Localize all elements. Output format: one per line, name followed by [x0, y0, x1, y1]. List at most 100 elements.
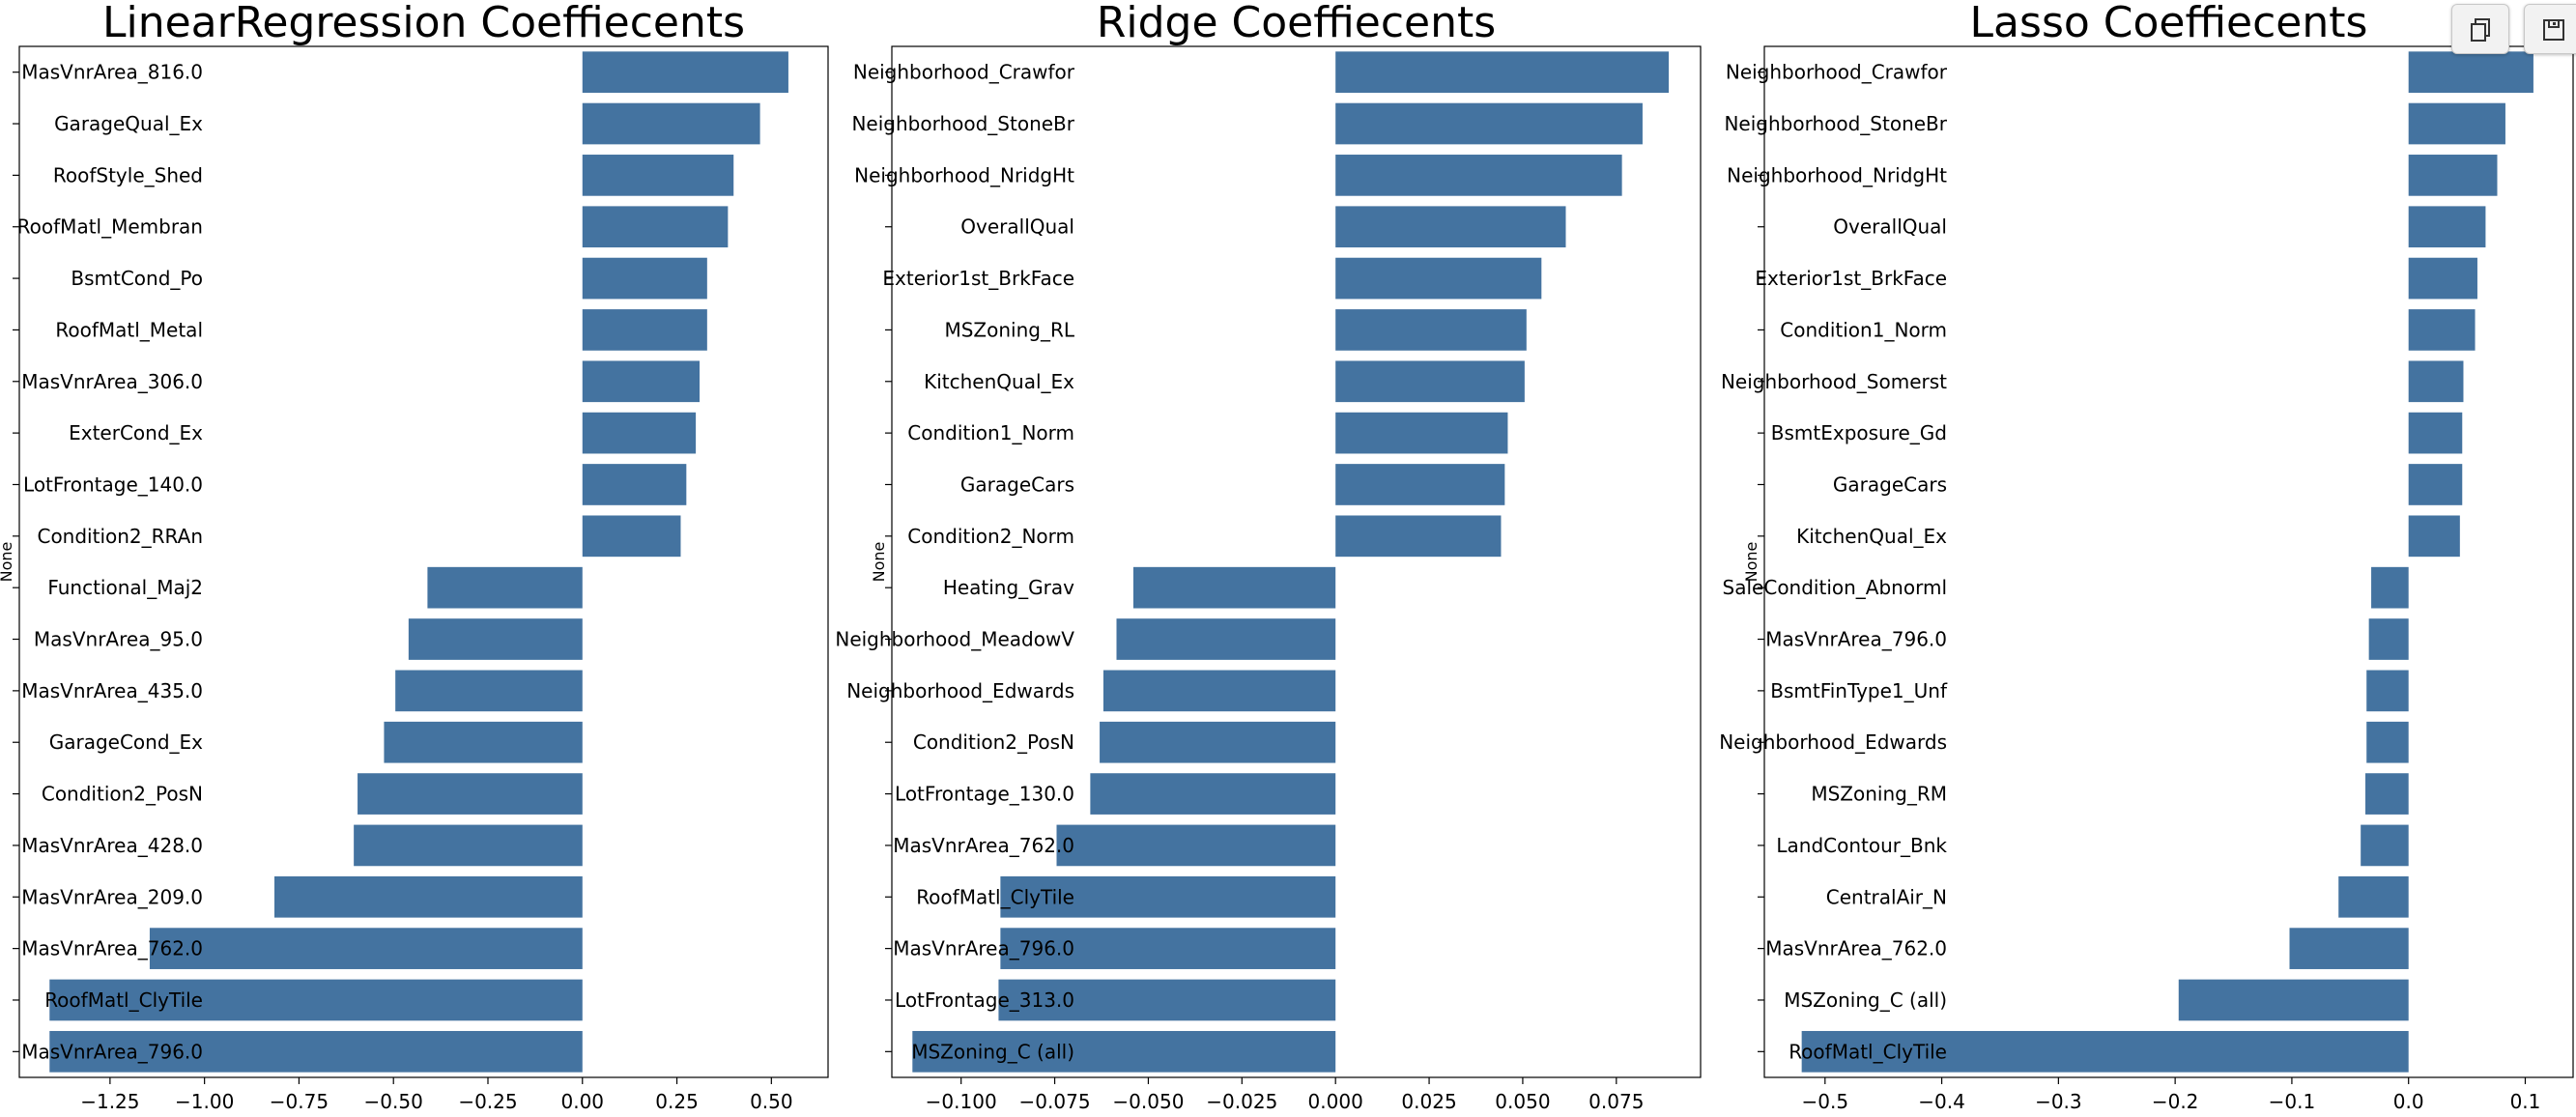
x-tick-label: −0.2	[2152, 1090, 2199, 1113]
bar	[1100, 721, 1336, 763]
category-label: Heating_Grav	[943, 576, 1074, 599]
bar	[427, 566, 583, 609]
bar	[1335, 51, 1670, 94]
x-tick-label: −1.25	[80, 1090, 139, 1113]
bar	[2408, 155, 2498, 196]
bar	[2338, 875, 2409, 918]
category-label: Neighborhood_Crawfor	[1726, 61, 1948, 84]
bar	[1335, 206, 1566, 248]
category-label: Neighborhood_StoneBr	[1724, 112, 1947, 135]
chart-title: Lasso Coeffiecents	[1970, 0, 2368, 47]
x-tick-label: 0.1	[2510, 1090, 2541, 1113]
bar	[1056, 824, 1336, 867]
category-label: Neighborhood_NridgHt	[854, 163, 1074, 186]
bar	[1102, 670, 1336, 712]
bar	[1132, 566, 1336, 609]
category-label: LotFrontage_313.0	[895, 988, 1074, 1012]
plot-frame	[1763, 45, 2574, 1078]
save-button[interactable]	[2524, 4, 2576, 54]
x-tick-label: −0.4	[1918, 1090, 1965, 1113]
bar	[2408, 257, 2477, 300]
bar	[149, 928, 583, 969]
bar	[2408, 360, 2464, 403]
category-label: KitchenQual_Ex	[924, 370, 1074, 393]
bar	[582, 257, 707, 300]
category-label: Condition2_PosN	[42, 783, 203, 806]
x-tick-label: 0.075	[1589, 1090, 1644, 1113]
category-label: MSZoning_RM	[1811, 783, 1947, 806]
category-label: Condition2_PosN	[913, 730, 1074, 754]
category-label: GarageCars	[1833, 473, 1947, 496]
category-label: GarageCars	[960, 473, 1074, 496]
x-tick-label: −0.75	[270, 1090, 329, 1113]
bar	[1000, 928, 1336, 969]
bar	[2408, 102, 2505, 145]
bar	[395, 670, 583, 712]
category-label: MasVnrArea_209.0	[21, 885, 203, 908]
bar	[582, 102, 760, 145]
category-label: LotFrontage_140.0	[23, 473, 203, 496]
y-axis-label: None	[1742, 542, 1760, 583]
bar	[998, 979, 1336, 1021]
category-label: RoofMatl_Metal	[55, 318, 203, 341]
bar	[1000, 875, 1336, 918]
x-tick-label: −0.25	[458, 1090, 517, 1113]
category-label: RoofMatl_ClyTile	[1789, 1040, 1947, 1063]
x-tick-label: −0.50	[364, 1090, 423, 1113]
bar	[354, 824, 583, 867]
bar	[1335, 515, 1502, 558]
category-label: Condition1_Norm	[1780, 318, 1947, 341]
bar	[1801, 1030, 2409, 1073]
category-label: MasVnrArea_762.0	[893, 834, 1074, 857]
category-label: MasVnrArea_95.0	[34, 628, 203, 651]
bar	[582, 515, 681, 558]
bar	[1335, 155, 1622, 196]
x-tick-label: 0.000	[1308, 1090, 1363, 1113]
bar	[2366, 721, 2409, 763]
category-label: Exterior1st_BrkFace	[1755, 267, 1947, 290]
category-label: CentralAir_N	[1826, 885, 1947, 908]
bar	[582, 155, 734, 196]
bar	[582, 206, 729, 248]
bar	[2408, 412, 2463, 454]
bar	[1335, 412, 1508, 454]
chart-title: Ridge Coeffiecents	[1097, 0, 1496, 47]
bar	[2361, 824, 2409, 867]
category-label: MasVnrArea_762.0	[21, 937, 203, 960]
x-tick-label: 0.25	[655, 1090, 699, 1113]
bar	[2408, 515, 2460, 558]
category-label: OverallQual	[1833, 215, 1947, 239]
category-label: MasVnrArea_306.0	[21, 370, 203, 393]
copy-button[interactable]	[2451, 4, 2509, 54]
bar	[1116, 618, 1336, 660]
category-label: Neighborhood_Edwards	[1719, 730, 1947, 754]
bar	[1335, 257, 1542, 300]
x-tick-label: 0.50	[750, 1090, 793, 1113]
category-label: MasVnrArea_762.0	[1765, 937, 1947, 960]
bar	[582, 360, 701, 403]
bar	[2178, 979, 2409, 1021]
bar	[582, 309, 707, 351]
x-tick-label: −0.5	[1802, 1090, 1849, 1113]
bar	[2371, 566, 2409, 609]
bar	[2408, 206, 2486, 248]
category-label: MasVnrArea_816.0	[21, 61, 203, 84]
category-label: Neighborhood_NridgHt	[1727, 163, 1947, 186]
category-label: BsmtFinType1_Unf	[1770, 679, 1948, 702]
bar	[2366, 670, 2409, 712]
category-label: MasVnrArea_796.0	[893, 937, 1074, 960]
category-label: MasVnrArea_796.0	[1765, 628, 1947, 651]
bar	[49, 979, 583, 1021]
chart-title: LinearRegression Coeffiecents	[102, 0, 745, 47]
x-tick-label: −0.3	[2035, 1090, 2082, 1113]
category-label: RoofMatl_ClyTile	[44, 988, 203, 1012]
category-label: MSZoning_RL	[944, 318, 1074, 341]
category-label: BsmtExposure_Gd	[1771, 421, 1947, 444]
bar	[2365, 773, 2409, 815]
category-label: SaleCondition_Abnorml	[1723, 576, 1947, 599]
bar	[408, 618, 583, 660]
plot-frame	[891, 45, 1702, 1078]
x-tick-label: −0.075	[1019, 1090, 1091, 1113]
x-tick-label: −0.1	[2269, 1090, 2316, 1113]
